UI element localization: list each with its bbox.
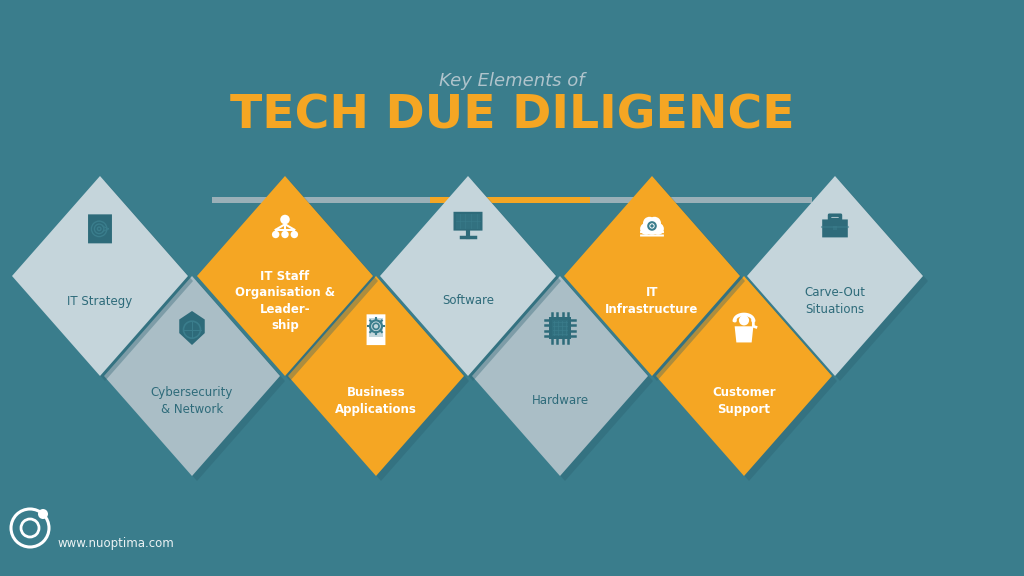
Bar <box>212 197 812 203</box>
FancyBboxPatch shape <box>822 219 848 237</box>
FancyBboxPatch shape <box>88 214 112 243</box>
Circle shape <box>281 215 290 224</box>
Polygon shape <box>564 176 740 376</box>
Polygon shape <box>288 276 464 476</box>
Circle shape <box>752 319 756 323</box>
Bar <box>456 214 480 229</box>
FancyBboxPatch shape <box>454 212 482 230</box>
Circle shape <box>640 223 652 235</box>
Polygon shape <box>17 181 193 381</box>
Text: www.nuoptima.com: www.nuoptima.com <box>58 537 175 551</box>
Polygon shape <box>472 276 648 476</box>
Bar <box>833 226 837 230</box>
Bar <box>430 197 590 203</box>
Circle shape <box>650 224 653 228</box>
Circle shape <box>291 231 298 238</box>
Text: Customer
Support: Customer Support <box>712 386 776 416</box>
Polygon shape <box>179 311 205 345</box>
Circle shape <box>643 218 660 235</box>
Polygon shape <box>104 276 280 476</box>
Bar <box>549 317 571 339</box>
Text: IT Strategy: IT Strategy <box>68 294 133 308</box>
Text: TECH DUE DILIGENCE: TECH DUE DILIGENCE <box>229 93 795 138</box>
Text: IT
Infrastructure: IT Infrastructure <box>605 286 698 316</box>
Polygon shape <box>109 281 285 481</box>
Circle shape <box>272 231 280 238</box>
FancyBboxPatch shape <box>367 314 385 345</box>
Circle shape <box>732 319 736 323</box>
Polygon shape <box>380 176 556 376</box>
Text: Business
Applications: Business Applications <box>335 386 417 416</box>
Circle shape <box>648 217 662 230</box>
FancyBboxPatch shape <box>640 234 664 237</box>
Circle shape <box>643 217 656 230</box>
FancyBboxPatch shape <box>640 231 664 233</box>
Text: Cybersecurity
& Network: Cybersecurity & Network <box>151 386 233 416</box>
Bar <box>370 318 383 336</box>
Polygon shape <box>12 176 188 376</box>
Circle shape <box>652 223 664 235</box>
Polygon shape <box>569 181 745 381</box>
Text: Key Elements of: Key Elements of <box>439 72 585 90</box>
Polygon shape <box>293 281 469 481</box>
Polygon shape <box>385 181 561 381</box>
Circle shape <box>38 509 48 519</box>
Text: Software: Software <box>442 294 494 308</box>
Circle shape <box>739 315 750 325</box>
Polygon shape <box>477 281 653 481</box>
Polygon shape <box>752 181 928 381</box>
Text: Hardware: Hardware <box>531 395 589 407</box>
Polygon shape <box>656 276 831 476</box>
Text: Carve-Out
Situations: Carve-Out Situations <box>805 286 865 316</box>
Text: IT Staff
Organisation &
Leader-
ship: IT Staff Organisation & Leader- ship <box>234 270 335 332</box>
Polygon shape <box>734 326 754 343</box>
Polygon shape <box>662 281 837 481</box>
Circle shape <box>282 231 289 238</box>
Bar <box>552 320 567 336</box>
Polygon shape <box>746 176 923 376</box>
Polygon shape <box>197 176 373 376</box>
Polygon shape <box>202 181 378 381</box>
